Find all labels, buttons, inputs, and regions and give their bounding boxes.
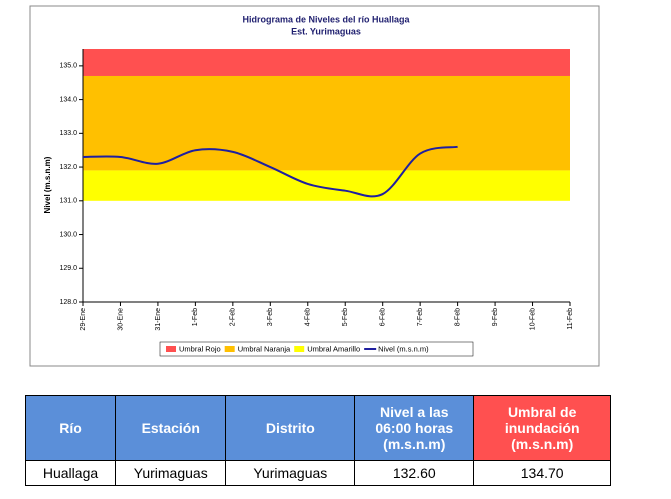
x-tick-label: 10-Feb	[529, 308, 536, 330]
y-tick-label: 134.0	[59, 96, 77, 103]
x-tick-label: 7-Feb	[417, 308, 424, 326]
legend-swatch	[166, 346, 176, 352]
x-tick-label: 3-Feb	[267, 308, 274, 326]
legend-swatch	[224, 346, 235, 352]
table-cell: Huallaga	[24, 460, 117, 486]
x-tick-label: 11-Feb	[567, 308, 574, 330]
y-axis-label: Nivel (m.s.n.m)	[43, 156, 52, 213]
table-cell: Yurimaguas	[225, 460, 356, 486]
x-tick-label: 6-Feb	[380, 308, 387, 326]
legend-label: Umbral Amarillo	[307, 344, 360, 353]
table-header: Nivel a las 06:00 horas (m.s.n.m)	[354, 395, 475, 461]
table-header: Umbral de inundación (m.s.n.m)	[473, 395, 611, 461]
y-tick-label: 133.0	[59, 130, 77, 137]
y-tick-label: 135.0	[59, 63, 77, 70]
level-line	[82, 145, 458, 198]
table-header: Estación	[115, 395, 227, 461]
info-table: Río Estación Distrito Nivel a las 06:00 hor…	[24, 395, 611, 486]
x-tick-label: 2-Feb	[230, 308, 237, 326]
threshold-band	[83, 75, 570, 171]
y-tick-label: 128.0	[59, 299, 77, 306]
chart: Hidrograma de Niveles del río Huallaga E…	[29, 5, 600, 367]
x-tick-label: 8-Feb	[454, 308, 461, 326]
chart-subtitle: Est. Yurimaguas	[291, 26, 361, 36]
x-tick-label: 30-Ene	[117, 308, 124, 331]
table-cell: Yurimaguas	[115, 460, 227, 486]
y-tick-label: 130.0	[59, 231, 77, 238]
x-tick-label: 29-Ene	[80, 308, 87, 331]
threshold-band	[83, 170, 570, 201]
legend-box	[159, 341, 474, 357]
x-tick-label: 31-Ene	[155, 308, 162, 331]
y-tick-label: 129.0	[59, 265, 77, 272]
x-tick-label: 4-Feb	[305, 308, 312, 326]
y-tick-label: 132.0	[59, 164, 77, 171]
x-tick-label: 1-Feb	[192, 308, 199, 326]
legend-label: Umbral Naranja	[238, 344, 291, 353]
legend-label: Umbral Rojo	[179, 344, 221, 353]
chart-title: Hidrograma de Niveles del río Huallaga	[242, 14, 410, 24]
legend-label: Nivel (m.s.n.m)	[378, 344, 429, 353]
table-cell: 132.60	[354, 460, 475, 486]
x-tick-label: 5-Feb	[342, 308, 349, 326]
threshold-band	[83, 49, 570, 76]
table-header: Distrito	[225, 395, 356, 461]
table-cell: 134.70	[473, 460, 611, 486]
x-tick-label: 9-Feb	[492, 308, 499, 326]
table-header: Río	[24, 395, 117, 461]
legend-swatch	[294, 346, 305, 352]
y-tick-label: 131.0	[59, 198, 77, 205]
